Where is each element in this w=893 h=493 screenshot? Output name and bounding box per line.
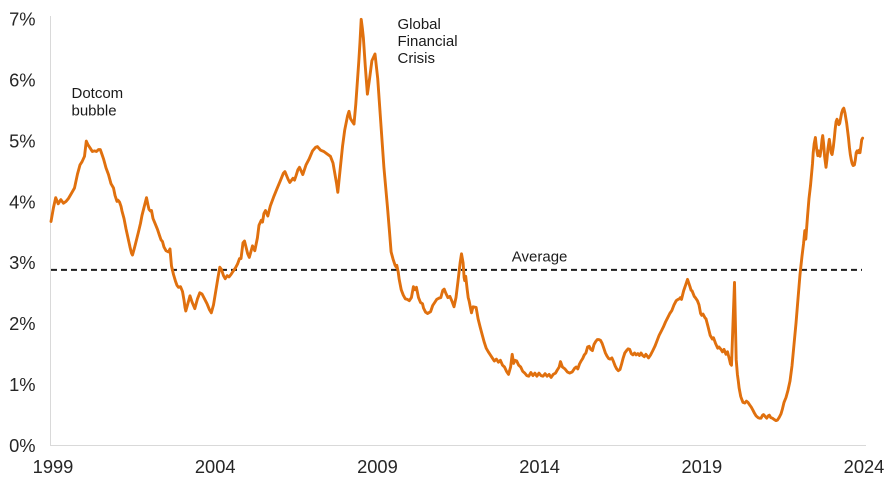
- svg-text:3%: 3%: [9, 252, 35, 273]
- svg-text:2004: 2004: [195, 456, 236, 477]
- svg-text:0%: 0%: [9, 435, 35, 456]
- svg-text:2009: 2009: [357, 456, 398, 477]
- svg-text:Financial: Financial: [398, 33, 458, 50]
- svg-text:Global: Global: [398, 16, 441, 33]
- svg-text:6%: 6%: [9, 70, 35, 91]
- svg-text:2024: 2024: [844, 456, 885, 477]
- svg-text:1%: 1%: [9, 374, 35, 395]
- svg-text:5%: 5%: [9, 130, 35, 151]
- svg-text:2019: 2019: [681, 456, 722, 477]
- svg-text:Dotcom: Dotcom: [72, 85, 124, 102]
- svg-text:2%: 2%: [9, 313, 35, 334]
- svg-text:1999: 1999: [33, 456, 74, 477]
- svg-text:Crisis: Crisis: [398, 50, 436, 67]
- svg-text:2014: 2014: [519, 456, 560, 477]
- svg-text:4%: 4%: [9, 191, 35, 212]
- svg-text:Average: Average: [512, 249, 568, 266]
- svg-text:bubble: bubble: [72, 102, 117, 119]
- svg-text:7%: 7%: [9, 9, 35, 30]
